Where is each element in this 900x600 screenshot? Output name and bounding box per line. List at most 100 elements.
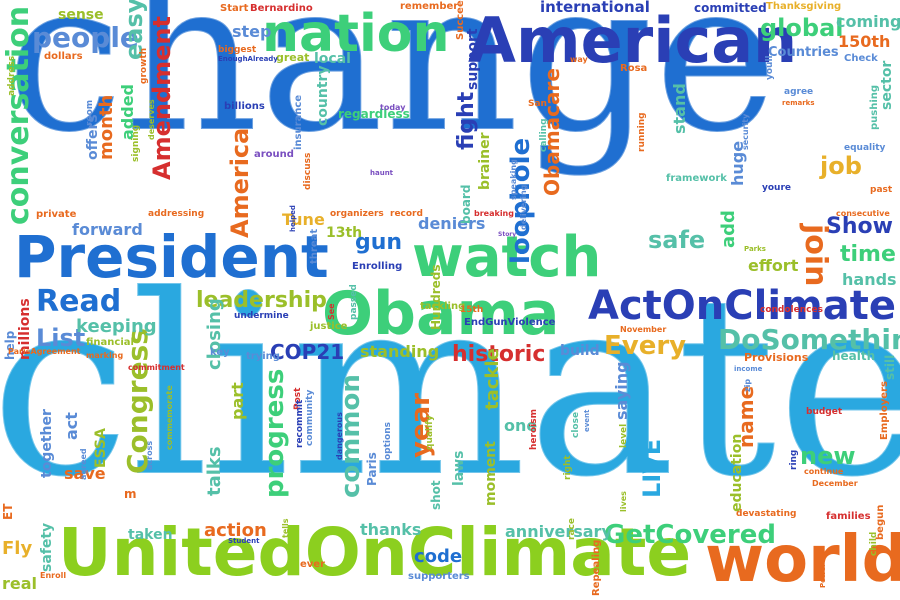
word-close: close (571, 411, 581, 438)
word-story: Story (498, 231, 517, 238)
word-committed: committed (694, 1, 767, 15)
word-way: way (570, 55, 588, 64)
word-dollars: dollars (44, 51, 83, 62)
word-condolences: condolences (760, 305, 823, 315)
word-tune: Tune (282, 210, 325, 229)
word-tackle: tackle (482, 348, 503, 410)
word-safe: safe (648, 226, 706, 254)
word-running: running (637, 112, 647, 152)
word-student: Student (228, 537, 260, 545)
word-room: room (85, 99, 95, 126)
word-time: time (840, 242, 896, 267)
word-president: President (14, 223, 329, 291)
word-employers: Employers (879, 381, 890, 440)
word-agreed: agreed (79, 448, 88, 480)
word-speaking: speaking (509, 159, 518, 200)
word-tells: tells (281, 518, 290, 539)
word-commemorate: commemorate (165, 385, 174, 450)
word-one: one (504, 416, 538, 435)
word-justice: justice (310, 321, 348, 332)
word-level: level (619, 423, 629, 448)
word-lives: lives (619, 491, 628, 512)
word-repealing: Repealing (591, 539, 602, 596)
word-options: options (383, 422, 393, 460)
word-recommit: recommit (295, 399, 305, 448)
word-act: act (62, 412, 81, 440)
word-organizers: organizers (330, 209, 384, 219)
word-address: address (7, 55, 17, 96)
word-save: save (64, 464, 106, 483)
word-key: key (210, 347, 230, 358)
word-endgunviolence: EndGunViolence (464, 317, 556, 328)
word-deniers: deniers (418, 214, 486, 233)
word-biggest: biggest (218, 45, 257, 55)
word-local: local (314, 51, 351, 67)
word-essa: ESSA (93, 428, 109, 468)
word-consecutive: consecutive (836, 209, 890, 218)
word-haunt: haunt (370, 169, 394, 177)
word-fly: Fly (2, 538, 33, 559)
word-passed: passed (349, 284, 359, 320)
word-commitment: commitment (128, 363, 185, 372)
word-build: build (560, 343, 600, 359)
word-forward: forward (72, 220, 143, 239)
word-private: private (36, 209, 77, 220)
word-helped: helped (289, 205, 297, 232)
word-still: still (883, 354, 897, 380)
word-child: child (869, 531, 879, 556)
word-trying: trying (246, 351, 280, 362)
word-addressing: addressing (148, 209, 205, 219)
word-health: health (832, 349, 876, 363)
word-gun: gun (355, 230, 403, 255)
word-discuss: discuss (303, 152, 313, 190)
word-standing: standing (360, 342, 440, 361)
word-record: record (390, 209, 423, 219)
word-global: global (760, 14, 844, 42)
word-read: Read (36, 284, 122, 319)
word-rosa: Rosa (620, 63, 648, 74)
word-board: board (459, 184, 473, 224)
word-action: action (204, 520, 267, 541)
word-getcovered: GetCovered (604, 520, 776, 550)
word-billions: billions (224, 101, 265, 112)
word-see: See (327, 303, 336, 320)
word-progress: progress (260, 368, 290, 498)
word-list: List (36, 324, 86, 352)
word-sense: sense (58, 7, 104, 23)
word-provisions: Provisions (744, 351, 809, 364)
word-shot: shot (429, 480, 443, 510)
word-equality: equality (844, 143, 886, 153)
word-delivering: delivering (519, 184, 528, 230)
word-actonclimate: ActOnClimate (588, 283, 896, 329)
word-effort: effort (748, 256, 799, 275)
word-150th: 150th (838, 32, 891, 51)
word-undermine: undermine (234, 311, 289, 321)
word-community: community (305, 389, 315, 446)
word-power: Power (819, 563, 827, 588)
word-every: Every (604, 331, 687, 361)
word-parks: Parks (744, 245, 766, 253)
word-regardless: regardless (338, 107, 410, 121)
word-remember: remember (400, 1, 459, 12)
word-marking: marking (86, 351, 124, 360)
word-remarks: remarks (782, 99, 815, 107)
word-real: real (2, 574, 38, 593)
word-anniversary: anniversary (505, 522, 612, 541)
word-enrolling: Enrolling (352, 261, 403, 272)
word-growth: growth (139, 47, 149, 84)
word-job: job (820, 152, 862, 180)
word-add: add (718, 210, 739, 248)
word-saying: saying (612, 361, 631, 420)
word-ever: ever (300, 559, 326, 570)
word-historic: historic (452, 342, 546, 367)
word-country: country (315, 65, 331, 126)
word-past: past (870, 185, 893, 195)
word-sector: sector (879, 60, 895, 110)
word-fight: fight (454, 91, 479, 150)
word-financial: financial (86, 337, 134, 348)
word-right: right (563, 455, 573, 480)
word-supporters: supporters (408, 571, 470, 582)
word-cop21: COP21 (270, 340, 345, 364)
word-brainer: brainer (477, 132, 493, 190)
